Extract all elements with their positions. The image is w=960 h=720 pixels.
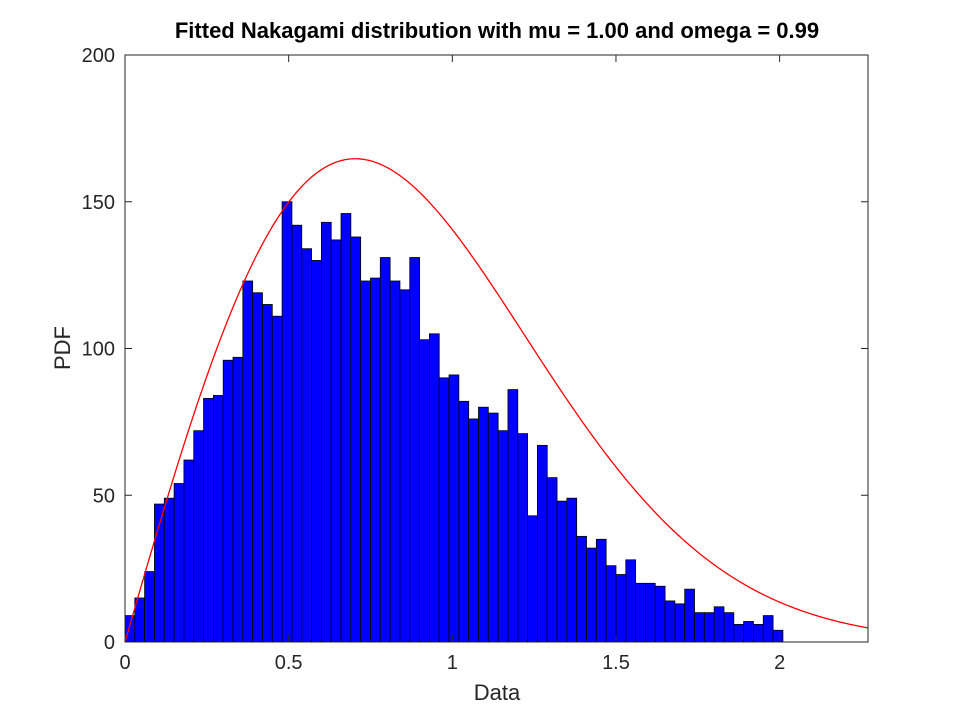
histogram-bar <box>674 603 686 643</box>
histogram-bar <box>762 615 774 643</box>
histogram-bar <box>399 289 411 643</box>
x-axis-ticks: 0 0.5 1 1.5 2 <box>119 55 785 674</box>
histogram-bar <box>262 304 273 643</box>
histogram-bar <box>340 213 352 643</box>
y-tick-label: 50 <box>93 485 115 507</box>
fitted-curve <box>124 158 869 643</box>
histogram-bar <box>222 359 234 643</box>
x-tick-label: 1.5 <box>602 652 630 674</box>
histogram-bar <box>487 412 499 643</box>
histogram-bar <box>595 538 607 643</box>
histogram-bar <box>311 260 322 643</box>
histogram-bar <box>252 292 263 643</box>
histogram-bar <box>242 280 254 643</box>
histogram-bar <box>271 315 283 643</box>
histogram-bar <box>144 571 155 643</box>
histogram-bar <box>320 221 332 643</box>
y-tick-label: 150 <box>82 192 115 214</box>
histogram-bar <box>438 377 450 643</box>
histogram-bar <box>409 257 420 643</box>
histogram-bar <box>743 621 754 643</box>
histogram-bar <box>478 406 489 643</box>
histogram-bar <box>772 629 784 643</box>
histogram-bar <box>291 224 303 643</box>
histogram-bar <box>645 582 656 643</box>
histogram-bar <box>684 588 695 643</box>
histogram-bar <box>193 430 204 643</box>
histogram-bar <box>566 497 578 643</box>
histogram-bar <box>458 400 470 643</box>
histogram-bar <box>281 201 293 643</box>
histogram-bar <box>301 248 312 643</box>
x-tick-label: 1 <box>447 652 458 674</box>
histogram-bar <box>173 483 185 643</box>
y-axis-ticks: 0 50 100 150 200 <box>82 45 868 654</box>
y-tick-label: 0 <box>104 632 115 654</box>
histogram-bar <box>537 444 548 643</box>
histogram-bars <box>124 201 784 643</box>
histogram-bar <box>360 280 371 643</box>
histogram-bar <box>694 612 705 643</box>
histogram-bar <box>733 623 745 643</box>
histogram-bar <box>497 430 509 643</box>
histogram-bar <box>379 257 391 643</box>
histogram-bar <box>203 397 214 643</box>
histogram-bar <box>517 433 529 643</box>
y-axis-label: PDF <box>50 326 75 370</box>
histogram-bar <box>635 582 646 643</box>
histogram-bar <box>546 477 558 643</box>
histogram-bar <box>428 333 440 643</box>
histogram-bar <box>163 497 175 643</box>
histogram-bar <box>586 547 597 643</box>
histogram-bar <box>212 395 224 643</box>
x-tick-label: 2 <box>774 652 785 674</box>
x-tick-label: 0.5 <box>275 652 303 674</box>
histogram-bar <box>703 612 715 643</box>
x-tick-label: 0 <box>119 652 130 674</box>
histogram-bar <box>419 339 430 643</box>
histogram-bar <box>605 565 617 643</box>
histogram-bar <box>448 374 460 643</box>
histogram-bar <box>664 600 676 643</box>
histogram-bar <box>232 356 244 643</box>
histogram-bar <box>468 418 479 643</box>
histogram-bar <box>507 389 519 643</box>
histogram-bar <box>389 280 401 643</box>
histogram-bar <box>723 612 735 643</box>
histogram-bar <box>183 459 195 643</box>
chart-title: Fitted Nakagami distribution with mu = 1… <box>175 18 819 43</box>
histogram-bar <box>527 515 538 643</box>
histogram-bar <box>615 574 627 643</box>
histogram-bar <box>350 236 362 643</box>
histogram-bar <box>753 623 764 643</box>
histogram-bar <box>713 606 725 643</box>
histogram-bar <box>576 535 587 643</box>
x-axis-label: Data <box>474 680 521 705</box>
y-tick-label: 200 <box>82 45 115 67</box>
histogram-bar <box>370 277 381 643</box>
histogram-bar <box>654 585 666 643</box>
histogram-bar <box>330 239 342 643</box>
histogram-bar <box>556 500 568 643</box>
y-tick-label: 100 <box>82 339 115 361</box>
histogram-bar <box>625 559 637 643</box>
